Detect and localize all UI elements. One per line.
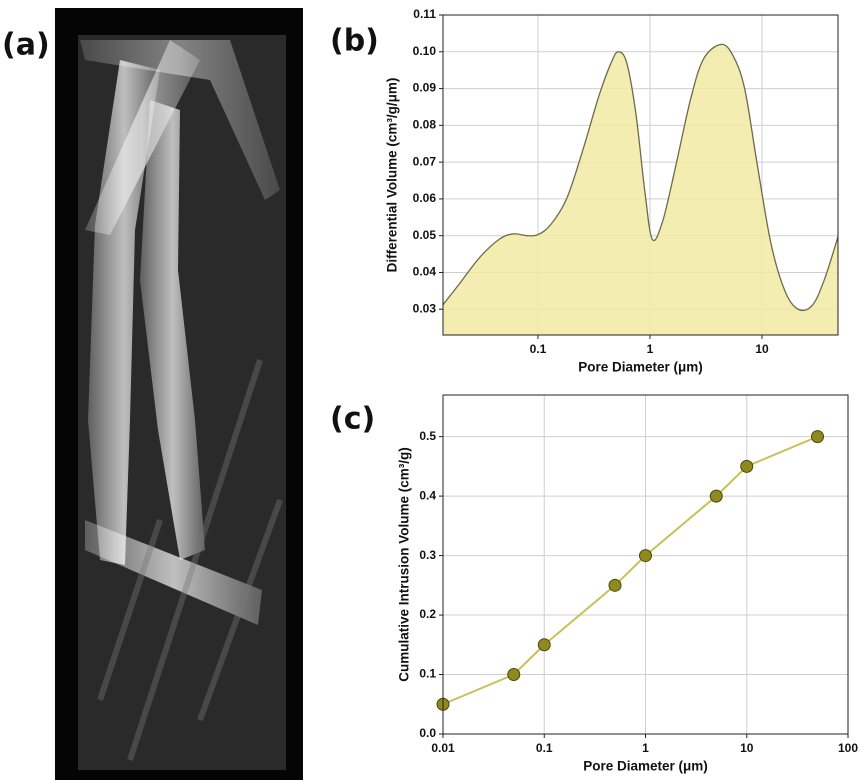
x-tick-label: 0.1 [530,342,547,356]
y-tick-label: 0.08 [413,118,437,132]
y-tick-label: 0.03 [413,301,437,315]
marker [608,578,622,592]
y-tick-label: 0.4 [419,488,436,502]
fiber [80,40,280,200]
chart: 0.0 0.1 0.2 0.3 0.4 0.5 0.01 0.1 1 10 100 Pore Diam… [330,394,858,774]
x-axis-label: Pore Diameter (μm) [578,360,703,375]
plot-frame [442,394,849,735]
panel-label: (a) [2,28,50,63]
y-tick-label: 0.06 [413,191,437,205]
y-tick-label: 0.10 [413,44,437,58]
line [442,435,818,706]
y-tick-label: 0.5 [419,429,436,443]
y-axis-label: Differential Volume (cm³/g/μm) [385,78,400,273]
panel-label: (c) [330,402,375,437]
x-tick-label: 10 [740,741,754,755]
panel-label: (b) [330,24,379,59]
y-tick-label: 0.3 [419,548,436,562]
marker [507,668,521,682]
x-tick-label: 0.1 [536,741,553,755]
fiber [85,520,262,625]
fiber-faint [97,359,283,761]
y-tick-label: 0.05 [413,228,437,242]
y-tick-label: 0.11 [413,7,436,21]
marker [639,549,652,563]
marker [709,489,723,503]
marker [811,430,825,444]
fiber [140,100,205,560]
y-tick-label: 0.1 [419,667,436,681]
x-tick-label: 1 [647,342,654,356]
line [443,43,838,312]
x-tick-label: 10 [755,342,769,356]
photo-panel: (a) [2,8,303,780]
chart: 0.030.040.050.060.070.080.090.100.110.1 1… [330,7,839,375]
area [443,44,838,335]
y-tick-label: 0.2 [419,607,436,621]
plot-frame [442,14,839,336]
x-tick-label: 100 [838,741,858,755]
marker [537,638,551,652]
y-tick-label: 0.04 [413,265,437,279]
y-axis-label: Cumulative Intrusion Volume (cm³/g) [397,447,412,682]
marker [740,459,754,473]
x-tick-label: 1 [642,741,649,755]
y-tick-label: 0.0 [419,726,436,740]
y-tick-label: 0.09 [413,81,437,95]
y-tick-label: 0.07 [413,154,437,168]
x-axis-label: Pore Diameter (μm) [583,759,708,774]
x-tick-label: 0.01 [431,741,455,755]
fiber [85,40,200,235]
